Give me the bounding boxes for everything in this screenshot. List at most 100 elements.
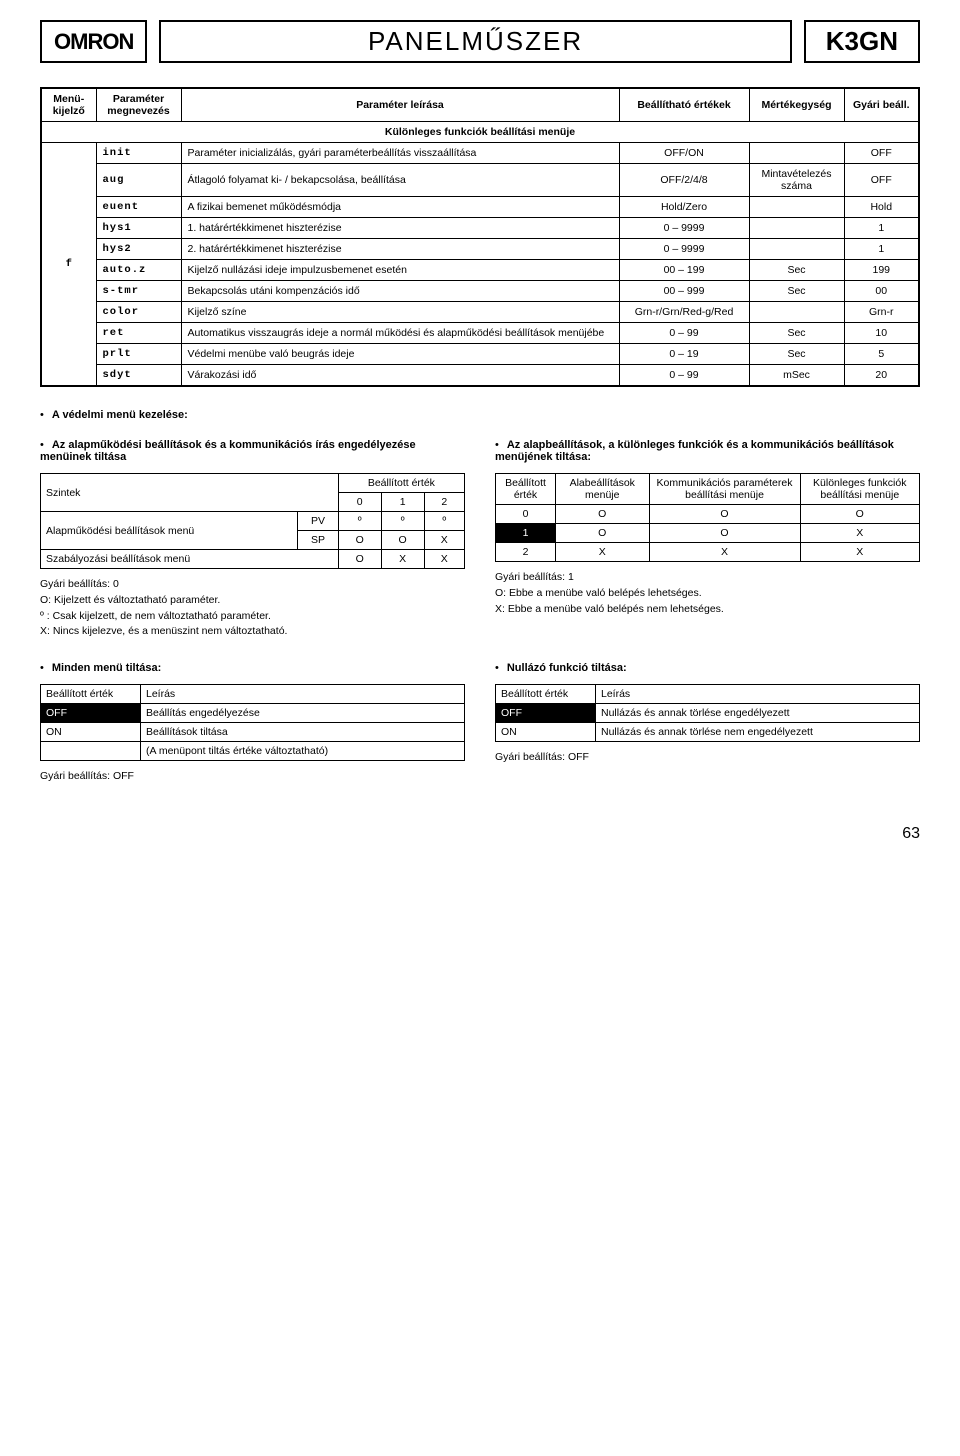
table-row: s-tmrBekapcsolás utáni kompenzációs idő0… (41, 281, 919, 302)
param-def: OFF (844, 164, 919, 197)
param-desc: Kijelző színe (181, 302, 619, 323)
param-def: 10 (844, 323, 919, 344)
param-def: 20 (844, 365, 919, 387)
param-val: 0 – 19 (619, 344, 749, 365)
table-row: auto.zKijelző nullázási ideje impulzusbe… (41, 260, 919, 281)
logo: OMRON (40, 20, 147, 63)
left-notes: Gyári beállítás: 0 O: Kijelzett és válto… (40, 577, 465, 640)
param-desc: 2. határértékkimenet hiszterézise (181, 239, 619, 260)
param-desc: Automatikus visszaugrás ideje a normál m… (181, 323, 619, 344)
param-code: hys1 (96, 218, 181, 239)
table-row: ONBeállítások tiltása (41, 723, 465, 742)
right-table: Beállított érték Alabeállítások menüje K… (495, 473, 920, 562)
th-param: Paraméter megnevezés (96, 88, 181, 122)
param-unit: Sec (749, 323, 844, 344)
param-def: Grn-r (844, 302, 919, 323)
param-unit (749, 302, 844, 323)
param-unit (749, 197, 844, 218)
menu-glyph: f (41, 143, 96, 387)
param-def: Hold (844, 197, 919, 218)
param-unit (749, 239, 844, 260)
th-unit: Mértékegység (749, 88, 844, 122)
table-row: finitParaméter inicializálás, gyári para… (41, 143, 919, 164)
param-code: sdyt (96, 365, 181, 387)
table-row: retAutomatikus visszaugrás ideje a normá… (41, 323, 919, 344)
param-val: 0 – 9999 (619, 239, 749, 260)
table-row: prltVédelmi menübe való beugrás ideje0 –… (41, 344, 919, 365)
param-desc: Védelmi menübe való beugrás ideje (181, 344, 619, 365)
param-val: 00 – 199 (619, 260, 749, 281)
param-val: Hold/Zero (619, 197, 749, 218)
param-val: 0 – 99 (619, 365, 749, 387)
param-def: 1 (844, 239, 919, 260)
param-code: s-tmr (96, 281, 181, 302)
param-val: OFF/ON (619, 143, 749, 164)
section-title: Különleges funkciók beállítási menüje (41, 122, 919, 143)
param-val: 00 – 999 (619, 281, 749, 302)
param-desc: Paraméter inicializálás, gyári paraméter… (181, 143, 619, 164)
left-block-title: Az alapműködési beállítások és a kommuni… (40, 439, 465, 463)
param-code: aug (96, 164, 181, 197)
br-note: Gyári beállítás: OFF (495, 750, 920, 766)
th-menu: Menü-kijelző (41, 88, 96, 122)
bottom-left-title: Minden menü tiltása: (40, 662, 465, 674)
param-unit: mSec (749, 365, 844, 387)
param-unit: Sec (749, 281, 844, 302)
param-val: OFF/2/4/8 (619, 164, 749, 197)
page-number: 63 (40, 825, 920, 843)
bl-note: Gyári beállítás: OFF (40, 769, 465, 785)
right-notes: Gyári beállítás: 1 O: Ebbe a menübe való… (495, 570, 920, 617)
param-code: euent (96, 197, 181, 218)
param-desc: 1. határértékkimenet hiszterézise (181, 218, 619, 239)
param-unit (749, 143, 844, 164)
th-val: Beállítható értékek (619, 88, 749, 122)
param-desc: Kijelző nullázási ideje impulzusbemenet … (181, 260, 619, 281)
table-row: OFFBeállítás engedélyezése (41, 704, 465, 723)
th-desc: Paraméter leírása (181, 88, 619, 122)
right-block-title: Az alapbeállítások, a különleges funkció… (495, 439, 920, 463)
bottom-left-table: Beállított érték Leírás OFFBeállítás eng… (40, 684, 465, 761)
param-def: 199 (844, 260, 919, 281)
param-desc: Átlagoló folyamat ki- / bekapcsolása, be… (181, 164, 619, 197)
table-row: hys11. határértékkimenet hiszterézise0 –… (41, 218, 919, 239)
th-beall: Beállított érték (338, 474, 464, 493)
param-code: auto.z (96, 260, 181, 281)
table-row: sdytVárakozási idő0 – 99mSec20 (41, 365, 919, 387)
table-row: euentA fizikai bemenet működésmódjaHold/… (41, 197, 919, 218)
param-code: ret (96, 323, 181, 344)
param-desc: Várakozási idő (181, 365, 619, 387)
param-val: 0 – 9999 (619, 218, 749, 239)
table-row: 0OOO (496, 505, 920, 524)
left-table: Szintek Beállított érték 0 1 2 Alapműköd… (40, 473, 465, 569)
param-code: color (96, 302, 181, 323)
table-row: hys22. határértékkimenet hiszterézise0 –… (41, 239, 919, 260)
th-szintek: Szintek (41, 474, 339, 512)
table-row: OFFNullázás és annak törlése engedélyeze… (496, 704, 920, 723)
bottom-right-title: Nullázó funkció tiltása: (495, 662, 920, 674)
table-row: (A menüpont tiltás értéke változtatható) (41, 742, 465, 761)
param-def: OFF (844, 143, 919, 164)
param-code: init (96, 143, 181, 164)
param-desc: Bekapcsolás utáni kompenzációs idő (181, 281, 619, 302)
bottom-right-table: Beállított érték Leírás OFFNullázás és a… (495, 684, 920, 742)
table-row: augÁtlagoló folyamat ki- / bekapcsolása,… (41, 164, 919, 197)
param-def: 1 (844, 218, 919, 239)
model-code: K3GN (804, 20, 920, 63)
section-vedelmi: A védelmi menü kezelése: (40, 409, 920, 421)
parameter-table: Menü-kijelző Paraméter megnevezés Paramé… (40, 87, 920, 387)
param-unit: Sec (749, 260, 844, 281)
page-title: PANELMŰSZER (159, 20, 791, 63)
param-val: Grn-r/Grn/Red-g/Red (619, 302, 749, 323)
table-row: 2XXX (496, 543, 920, 562)
param-unit: Mintavételezés száma (749, 164, 844, 197)
th-def: Gyári beáll. (844, 88, 919, 122)
table-row: 1OOX (496, 524, 920, 543)
param-val: 0 – 99 (619, 323, 749, 344)
param-unit: Sec (749, 344, 844, 365)
param-desc: A fizikai bemenet működésmódja (181, 197, 619, 218)
param-def: 00 (844, 281, 919, 302)
param-unit (749, 218, 844, 239)
param-def: 5 (844, 344, 919, 365)
param-code: prlt (96, 344, 181, 365)
table-row: ONNullázás és annak törlése nem engedély… (496, 723, 920, 742)
